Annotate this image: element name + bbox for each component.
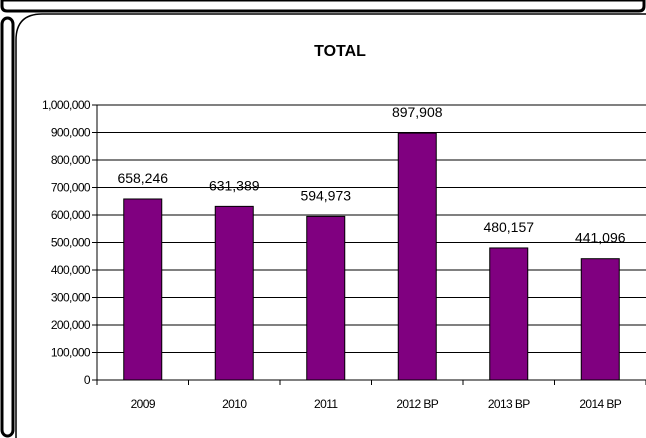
y-tick-label: 200,000 <box>51 318 91 332</box>
left-frame <box>0 16 15 438</box>
bar-1 <box>214 205 254 381</box>
x-tick-label: 2010 <box>222 397 247 411</box>
data-label: 480,157 <box>483 219 534 235</box>
y-tick-label: 300,000 <box>51 291 91 305</box>
y-tick-label: 600,000 <box>51 208 91 222</box>
y-tick-label: 1,000,000 <box>42 98 91 112</box>
y-tick-labels: 0 100,000 200,000 300,000 400,000 500,000 600,… <box>42 98 92 387</box>
x-tick-labels: 2009 2010 2011 2012 BP 2013 BP 2014 BP <box>131 397 623 411</box>
data-labels: 658,246 631,389 594,973 897,908 480,157 441,0… <box>117 104 625 246</box>
gridlines <box>97 104 646 353</box>
chart-title: TOTAL <box>314 43 366 60</box>
x-tick-label: 2014 BP <box>579 397 621 411</box>
bars <box>123 132 620 381</box>
bar-0 <box>123 198 163 381</box>
data-label: 594,973 <box>300 187 351 203</box>
chart-border <box>15 13 646 438</box>
x-tick-label: 2009 <box>131 397 156 411</box>
x-tick-label: 2013 BP <box>488 397 530 411</box>
data-label: 631,389 <box>209 177 260 193</box>
y-tick-label: 800,000 <box>51 153 91 167</box>
bar-4 <box>489 247 529 381</box>
y-tick-label: 0 <box>84 373 91 387</box>
y-tick-label: 100,000 <box>51 346 91 360</box>
y-tick-label: 500,000 <box>51 236 91 250</box>
x-tick-label: 2012 BP <box>396 397 438 411</box>
bar-3 <box>397 132 437 381</box>
bar-2 <box>306 215 346 381</box>
data-label: 897,908 <box>392 104 443 120</box>
axes <box>92 104 646 385</box>
data-label: 441,096 <box>575 230 626 246</box>
y-tick-label: 900,000 <box>51 126 91 140</box>
y-tick-label: 700,000 <box>51 181 91 195</box>
data-label: 658,246 <box>117 170 168 186</box>
top-frame <box>0 0 646 13</box>
x-tick-label: 2011 <box>314 397 338 411</box>
bar-5 <box>580 258 620 381</box>
y-tick-label: 400,000 <box>51 263 91 277</box>
